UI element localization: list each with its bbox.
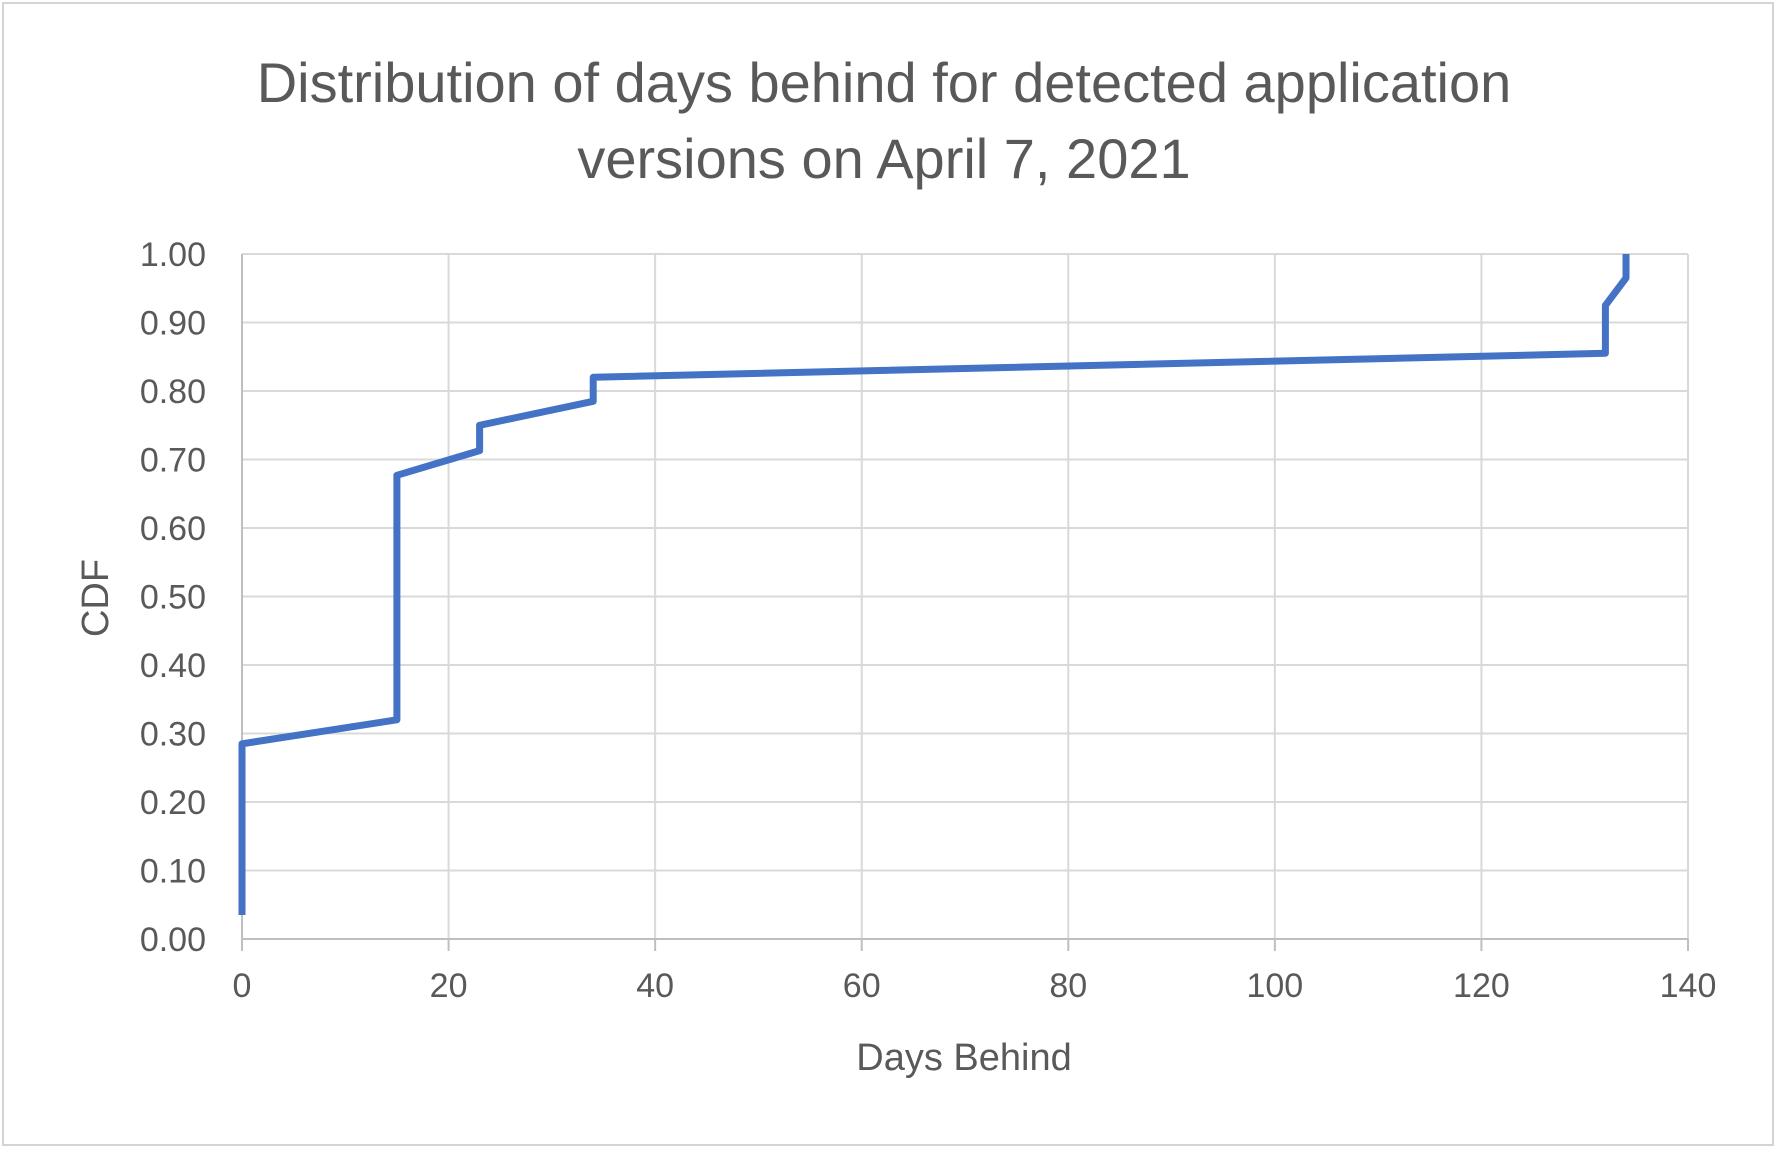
y-tick-label: 0.00 xyxy=(140,921,206,959)
cdf-series-line xyxy=(238,254,1630,915)
y-tick-label: 0.70 xyxy=(140,442,206,480)
y-axis-label: CDF xyxy=(75,559,117,637)
y-tick-label: 0.20 xyxy=(140,784,206,822)
chart-title: Distribution of days behind for detected… xyxy=(257,51,1512,190)
series-layer xyxy=(238,254,1630,915)
grid-layer xyxy=(242,253,1689,939)
chart-title-line-1: Distribution of days behind for detected… xyxy=(257,51,1512,114)
x-tick-label: 20 xyxy=(430,967,468,1005)
x-tick-label: 140 xyxy=(1660,967,1717,1005)
x-tick-label: 120 xyxy=(1453,967,1510,1005)
y-tick-label: 0.10 xyxy=(140,853,206,891)
y-tick-label: 0.60 xyxy=(140,510,206,548)
x-tick-label: 0 xyxy=(233,967,252,1005)
y-tick-label: 0.40 xyxy=(140,647,206,685)
x-tick-label: 40 xyxy=(636,967,674,1005)
y-tick-label: 0.90 xyxy=(140,305,206,343)
x-tick-label: 60 xyxy=(843,967,881,1005)
cdf-chart: 0 20 40 60 80 100 120 140 0.00 0.10 0.20 0.30 0.40 0.… xyxy=(75,51,1717,1079)
y-tick-label: 0.50 xyxy=(140,579,206,617)
x-tick-label: 80 xyxy=(1049,967,1087,1005)
y-tick-label: 0.80 xyxy=(140,373,206,411)
y-tick-label: 0.30 xyxy=(140,716,206,754)
chart-title-line-2: versions on April 7, 2021 xyxy=(577,127,1190,190)
axis-layer: 0 20 40 60 80 100 120 140 0.00 0.10 0.20 0.30 0.40 0.… xyxy=(140,236,1717,1005)
x-axis-label: Days Behind xyxy=(856,1037,1071,1079)
x-tick-label: 100 xyxy=(1246,967,1303,1005)
y-tick-label: 1.00 xyxy=(140,236,206,274)
